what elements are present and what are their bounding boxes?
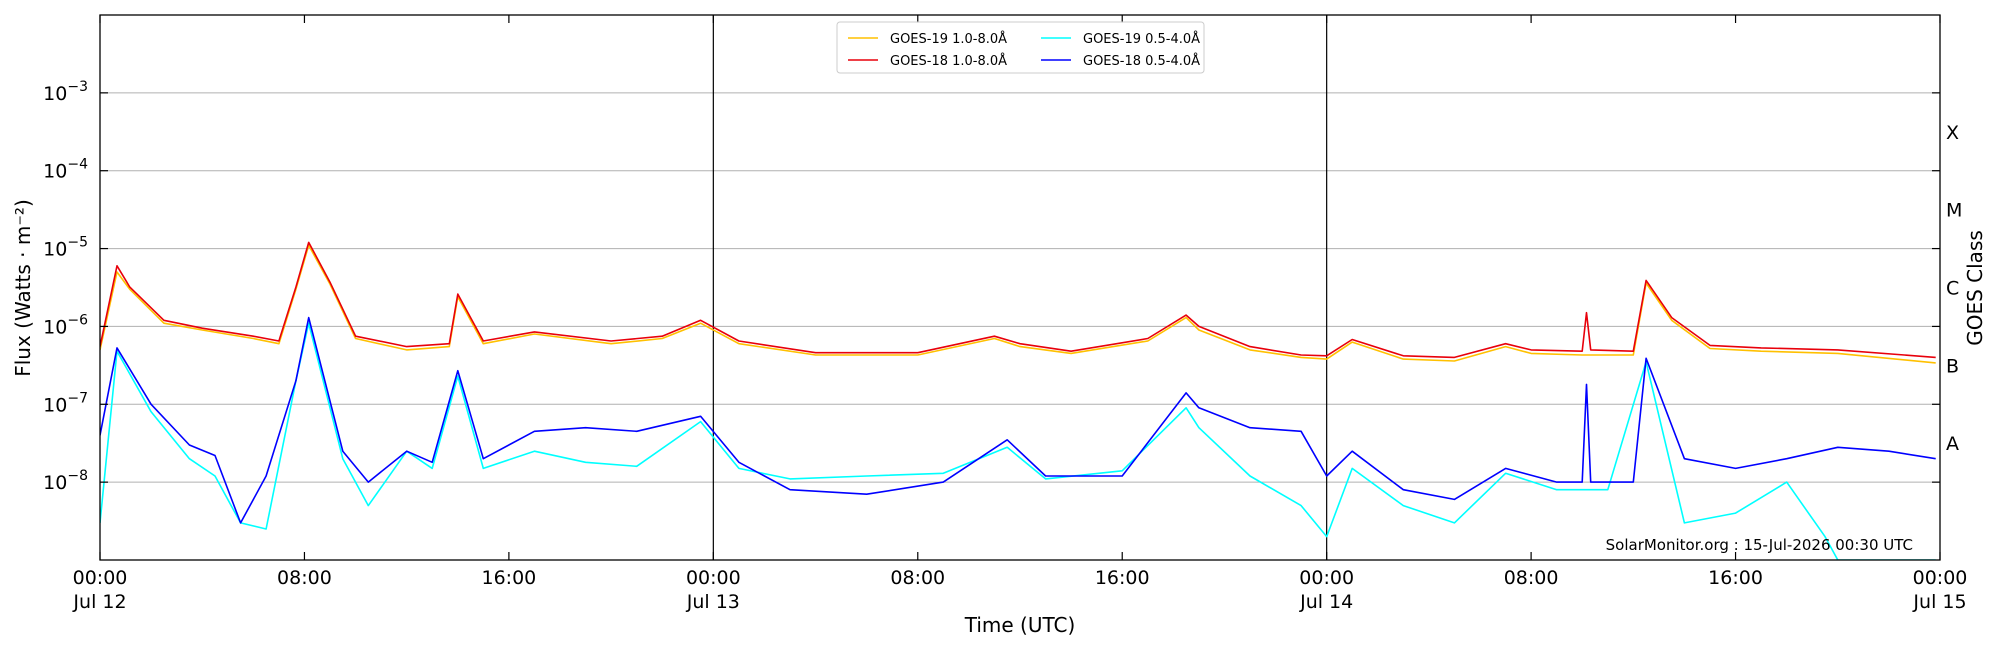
goes-class-label-b: B [1946, 355, 1959, 377]
x-tick-label-0: 00:00 [73, 567, 128, 589]
legend-box [836, 21, 1205, 74]
series-line-0 [100, 244, 1936, 364]
y-axis-title: Flux (Watts · m⁻²) [11, 199, 35, 377]
y-tick-base: 10 [43, 394, 67, 416]
legend: GOES-19 1.0-8.0Å GOES-18 1.0-8.0Å GOES-19 … [836, 21, 1205, 74]
y-tick-label-0: 10−8 [43, 468, 88, 494]
y-tick-label-5: 10−3 [43, 79, 88, 105]
plot-frame [99, 14, 1941, 561]
x-tick-label-5: 16:00 [1095, 567, 1150, 589]
x-tick-sublabel-0: Jul 12 [72, 591, 126, 613]
series-lines [100, 241, 1936, 560]
y-tick-exponent: −3 [67, 79, 88, 95]
y-tick-base: 10 [43, 472, 67, 494]
x-tick-sublabel-9: Jul 15 [1912, 591, 1966, 613]
day-boundary-lines [712, 15, 1328, 560]
legend-label-0: GOES-19 1.0-8.0Å [890, 31, 1007, 47]
y-tick-base: 10 [43, 161, 67, 183]
x-tick-label-1: 08:00 [277, 567, 332, 589]
y2-axis-title: GOES Class [1963, 230, 1987, 346]
series-line-1 [100, 241, 1936, 359]
y-tick-base: 10 [43, 239, 67, 261]
goes-class-label-m: M [1946, 200, 1962, 222]
legend-label-1: GOES-18 1.0-8.0Å [890, 53, 1007, 69]
credit-text: SolarMonitor.org : 15-Jul-2026 00:30 UTC [1606, 536, 1913, 554]
y-tick-base: 10 [43, 316, 67, 338]
y-axis-ticks: 10−810−710−610−510−410−3 [43, 79, 1940, 494]
series-line-3 [100, 316, 1936, 524]
y-tick-label-1: 10−7 [43, 390, 88, 416]
goes-class-label-x: X [1946, 122, 1959, 144]
x-tick-sublabel-6: Jul 14 [1299, 591, 1353, 613]
y-tick-exponent: −8 [67, 468, 88, 484]
y-tick-exponent: −6 [67, 312, 88, 328]
x-tick-sublabel-3: Jul 13 [686, 591, 740, 613]
x-tick-label-8: 16:00 [1708, 567, 1763, 589]
y-tick-label-4: 10−4 [43, 157, 88, 183]
y-tick-exponent: −5 [67, 235, 88, 251]
y-tick-base: 10 [43, 83, 67, 105]
goes-class-label-a: A [1946, 433, 1959, 455]
x-tick-label-9: 00:00 [1913, 567, 1968, 589]
x-axis-title: Time (UTC) [964, 613, 1076, 637]
plot-area [100, 241, 1936, 560]
goes-class-labels: A B C M X [1946, 122, 1962, 455]
y-tick-exponent: −4 [67, 157, 88, 173]
legend-label-3: GOES-18 0.5-4.0Å [1083, 53, 1200, 69]
x-tick-label-6: 00:00 [1299, 567, 1354, 589]
series-line-2 [100, 322, 1936, 560]
horizontal-gridlines [100, 92, 1940, 483]
x-tick-label-3: 00:00 [686, 567, 741, 589]
legend-label-2: GOES-19 0.5-4.0Å [1083, 31, 1200, 47]
goes-class-label-c: C [1946, 278, 1959, 300]
y-tick-exponent: −7 [67, 390, 88, 406]
x-tick-label-2: 16:00 [482, 567, 537, 589]
y-tick-label-2: 10−6 [43, 312, 88, 338]
y-tick-label-3: 10−5 [43, 235, 88, 261]
x-tick-label-7: 08:00 [1504, 567, 1559, 589]
x-tick-label-4: 08:00 [890, 567, 945, 589]
